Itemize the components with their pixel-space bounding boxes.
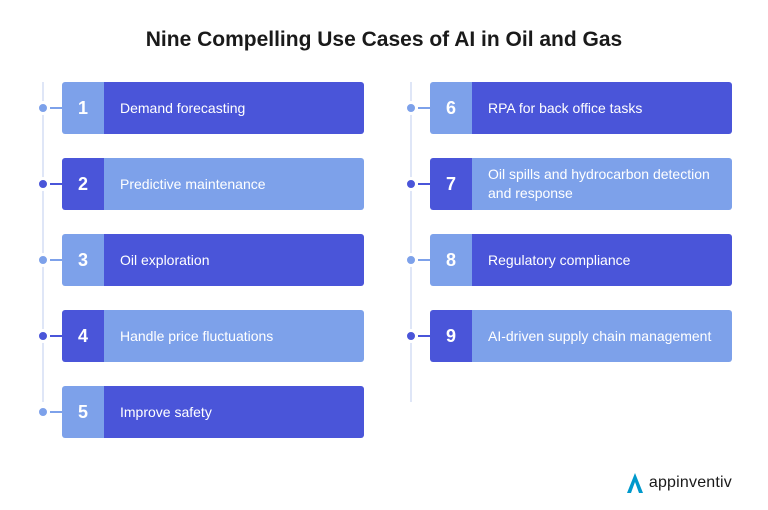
item-label: Oil exploration xyxy=(104,234,364,286)
list-item: 1 Demand forecasting xyxy=(36,82,364,134)
timeline-dot xyxy=(404,177,418,191)
list-item: 3 Oil exploration xyxy=(36,234,364,286)
timeline-dot xyxy=(36,253,50,267)
item-number: 8 xyxy=(430,234,472,286)
timeline-connector xyxy=(50,183,62,185)
timeline-connector xyxy=(50,335,62,337)
right-column: 6 RPA for back office tasks 7 Oil spills… xyxy=(404,82,732,462)
list-item: 5 Improve safety xyxy=(36,386,364,438)
timeline-dot xyxy=(36,329,50,343)
item-number: 2 xyxy=(62,158,104,210)
item-number: 6 xyxy=(430,82,472,134)
timeline-connector xyxy=(50,259,62,261)
list-item: 4 Handle price fluctuations xyxy=(36,310,364,362)
item-label: Oil spills and hydrocarbon detection and… xyxy=(472,158,732,210)
list-item: 8 Regulatory compliance xyxy=(404,234,732,286)
item-label: RPA for back office tasks xyxy=(472,82,732,134)
timeline-dot xyxy=(404,101,418,115)
timeline-dot xyxy=(404,253,418,267)
timeline-connector xyxy=(50,107,62,109)
brand-name: appinventiv xyxy=(649,474,732,492)
item-label: Regulatory compliance xyxy=(472,234,732,286)
item-number: 1 xyxy=(62,82,104,134)
item-label: Handle price fluctuations xyxy=(104,310,364,362)
timeline-dot xyxy=(36,405,50,419)
timeline-connector xyxy=(418,335,430,337)
list-item: 7 Oil spills and hydrocarbon detection a… xyxy=(404,158,732,210)
item-label: Improve safety xyxy=(104,386,364,438)
item-number: 3 xyxy=(62,234,104,286)
timeline-connector xyxy=(418,107,430,109)
page-title: Nine Compelling Use Cases of AI in Oil a… xyxy=(36,28,732,52)
timeline-connector xyxy=(418,259,430,261)
timeline-connector xyxy=(50,411,62,413)
list-item: 9 AI-driven supply chain management xyxy=(404,310,732,362)
brand-a-icon xyxy=(625,472,645,494)
item-label: AI-driven supply chain management xyxy=(472,310,732,362)
item-label: Demand forecasting xyxy=(104,82,364,134)
item-number: 9 xyxy=(430,310,472,362)
item-number: 4 xyxy=(62,310,104,362)
timeline-connector xyxy=(418,183,430,185)
timeline-dot xyxy=(404,329,418,343)
item-number: 5 xyxy=(62,386,104,438)
item-number: 7 xyxy=(430,158,472,210)
brand-logo: appinventiv xyxy=(625,472,732,494)
item-label: Predictive maintenance xyxy=(104,158,364,210)
columns-container: 1 Demand forecasting 2 Predictive mainte… xyxy=(36,82,732,462)
timeline-dot xyxy=(36,101,50,115)
list-item: 2 Predictive maintenance xyxy=(36,158,364,210)
left-column: 1 Demand forecasting 2 Predictive mainte… xyxy=(36,82,364,462)
list-item: 6 RPA for back office tasks xyxy=(404,82,732,134)
timeline-dot xyxy=(36,177,50,191)
